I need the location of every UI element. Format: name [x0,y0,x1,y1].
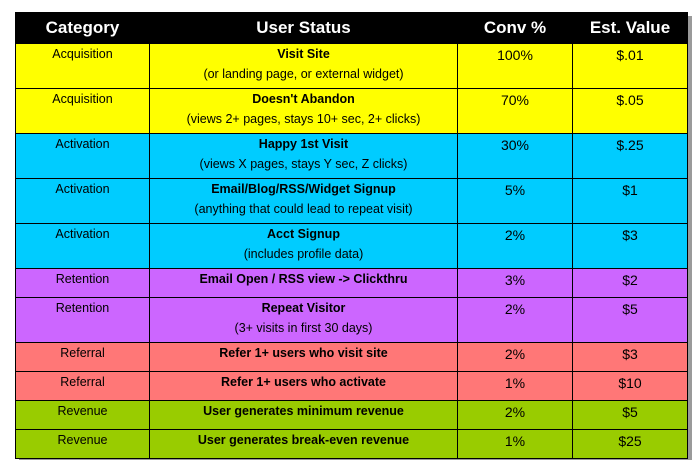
status-subtitle: (views X pages, stays Y sec, Z clicks) [199,157,408,171]
table-wrap: Category User Status Conv % Est. Value Acqu… [15,12,688,459]
conv-cell: 70% [457,88,573,134]
category-cell: Activation [15,133,150,179]
category-cell: Revenue [15,429,150,459]
status-cell: Visit Site (or landing page, or external … [149,43,458,89]
value-cell: $.01 [572,43,688,89]
status-cell: Acct Signup (includes profile data) [149,223,458,269]
status-title: Doesn't Abandon [252,92,355,106]
value-cell: $3 [572,223,688,269]
status-subtitle: (includes profile data) [243,247,364,261]
table-row: Retention Repeat Visitor (3+ visits in fir… [15,297,688,343]
status-title: User generates break-even revenue [197,433,410,447]
status-cell: Repeat Visitor (3+ visits in first 30 day… [149,297,458,343]
table-row: Activation Happy 1st Visit (views X pages,… [15,133,688,179]
table-row: Referral Refer 1+ users who activate 1% $10 [15,371,688,401]
status-subtitle: (views 2+ pages, stays 10+ sec, 2+ click… [186,112,421,126]
table-head: Category User Status Conv % Est. Value [15,12,688,44]
status-title: Acct Signup [267,227,340,241]
status-title: Email Open / RSS view -> Clickthru [199,272,408,286]
value-cell: $.25 [572,133,688,179]
status-subtitle: (or landing page, or external widget) [203,67,404,81]
conv-cell: 30% [457,133,573,179]
category-cell: Retention [15,297,150,343]
column-header: User Status [149,12,458,44]
value-cell: $.05 [572,88,688,134]
category-cell: Referral [15,371,150,401]
table-row: Activation Acct Signup (includes profile d… [15,223,688,269]
status-title: Visit Site [277,47,330,61]
conv-cell: 100% [457,43,573,89]
column-header: Category [15,12,150,44]
conv-cell: 1% [457,429,573,459]
conv-cell: 1% [457,371,573,401]
status-title: Refer 1+ users who activate [220,375,386,389]
category-cell: Retention [15,268,150,298]
status-cell: User generates break-even revenue [149,429,458,459]
value-cell: $25 [572,429,688,459]
table-row: Retention Email Open / RSS view -> Clickt… [15,268,688,298]
value-cell: $3 [572,342,688,372]
value-cell: $2 [572,268,688,298]
status-cell: Doesn't Abandon (views 2+ pages, stays 10… [149,88,458,134]
category-cell: Referral [15,342,150,372]
value-cell: $5 [572,400,688,430]
status-cell: User generates minimum revenue [149,400,458,430]
table-row: Referral Refer 1+ users who visit site 2% $… [15,342,688,372]
value-cell: $1 [572,178,688,224]
status-subtitle: (anything that could lead to repeat visi… [194,202,413,216]
column-header: Est. Value [572,12,688,44]
category-cell: Activation [15,178,150,224]
conv-cell: 2% [457,223,573,269]
table-row: Revenue User generates break-even revenue… [15,429,688,459]
conv-cell: 2% [457,400,573,430]
status-title: User generates minimum revenue [203,404,404,418]
table-body: Acquisition Visit Site (or landing page, o… [15,43,688,459]
funnel-table: Category User Status Conv % Est. Value Acqu… [15,12,688,459]
status-title: Refer 1+ users who visit site [219,346,388,360]
status-cell: Happy 1st Visit (views X pages, stays Y s… [149,133,458,179]
status-cell: Refer 1+ users who visit site [149,342,458,372]
status-title: Happy 1st Visit [258,137,349,151]
conv-cell: 5% [457,178,573,224]
status-cell: Email/Blog/RSS/Widget Signup (anything th… [149,178,458,224]
table-row: Revenue User generates minimum revenue 2% $… [15,400,688,430]
header-row: Category User Status Conv % Est. Value [15,12,688,44]
table-row: Activation Email/Blog/RSS/Widget Signup (a… [15,178,688,224]
status-title: Email/Blog/RSS/Widget Signup [211,182,396,196]
status-subtitle: (3+ visits in first 30 days) [234,321,373,335]
value-cell: $5 [572,297,688,343]
category-cell: Activation [15,223,150,269]
conv-cell: 2% [457,342,573,372]
category-cell: Revenue [15,400,150,430]
status-cell: Refer 1+ users who activate [149,371,458,401]
category-cell: Acquisition [15,43,150,89]
conv-cell: 3% [457,268,573,298]
category-cell: Acquisition [15,88,150,134]
status-title: Repeat Visitor [261,301,346,315]
status-cell: Email Open / RSS view -> Clickthru [149,268,458,298]
column-header: Conv % [457,12,573,44]
conv-cell: 2% [457,297,573,343]
value-cell: $10 [572,371,688,401]
table-row: Acquisition Visit Site (or landing page, o… [15,43,688,89]
table-row: Acquisition Doesn't Abandon (views 2+ page… [15,88,688,134]
